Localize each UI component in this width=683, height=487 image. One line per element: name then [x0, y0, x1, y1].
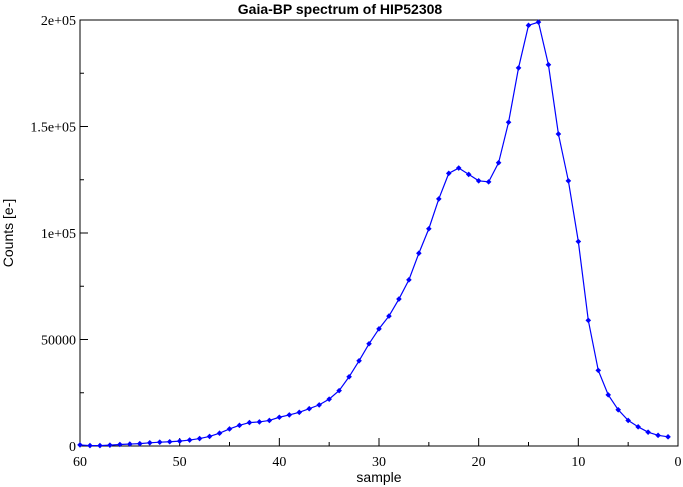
data-point	[77, 442, 83, 448]
data-point	[216, 430, 223, 437]
data-point	[455, 165, 462, 171]
data-point	[296, 409, 303, 416]
data-point	[605, 392, 612, 398]
y-tick-label: 2e+05	[41, 14, 76, 29]
data-point	[137, 440, 143, 447]
data-point	[655, 432, 661, 439]
plot-frame	[79, 19, 679, 447]
data-point	[406, 277, 412, 283]
data-point	[146, 440, 153, 446]
y-tick-label: 1.5e+05	[30, 121, 76, 136]
data-point	[376, 326, 382, 332]
data-point	[326, 396, 332, 402]
data-point	[525, 22, 532, 29]
y-axis-ticks: 0 50000 1e+05 1.5e+05 2e+05	[30, 14, 88, 455]
data-point	[386, 313, 392, 319]
series-markers	[77, 19, 671, 449]
x-tick-label: 30	[372, 455, 386, 470]
data-point	[356, 358, 362, 364]
data-point	[585, 317, 592, 324]
y-tick-label: 50000	[41, 334, 76, 349]
data-point	[595, 367, 602, 374]
data-point	[445, 170, 452, 177]
y-tick-label: 1e+05	[41, 227, 76, 242]
data-point	[565, 178, 572, 184]
data-point	[286, 412, 293, 418]
x-tick-label: 40	[272, 455, 286, 470]
data-point	[176, 438, 183, 444]
data-point	[276, 414, 283, 421]
data-point	[127, 441, 133, 447]
data-point	[485, 179, 492, 185]
data-point	[396, 296, 402, 302]
data-point	[206, 433, 213, 440]
data-point	[226, 426, 233, 432]
data-point	[117, 441, 123, 448]
x-tick-label: 50	[173, 455, 187, 470]
data-point	[186, 437, 193, 443]
data-point	[495, 159, 502, 166]
x-axis-ticks: 60 50 40 30 20 10 0	[73, 438, 682, 470]
data-point	[306, 405, 313, 412]
x-tick-label: 20	[472, 455, 486, 470]
x-tick-label: 60	[73, 455, 87, 470]
data-point	[635, 424, 641, 430]
data-point	[555, 131, 562, 137]
data-point	[665, 434, 671, 440]
data-point	[615, 406, 621, 413]
data-point	[256, 419, 263, 425]
data-point	[87, 442, 93, 449]
data-point	[246, 419, 253, 426]
data-point	[475, 178, 482, 184]
data-point	[575, 238, 582, 245]
series-line	[79, 21, 669, 447]
data-point	[645, 429, 651, 435]
data-point	[366, 340, 372, 347]
data-point	[465, 171, 472, 178]
data-point	[236, 422, 243, 429]
data-point	[156, 439, 163, 445]
data-point	[416, 250, 422, 257]
data-point	[336, 387, 342, 394]
data-point	[545, 61, 552, 68]
data-point	[166, 438, 173, 445]
y-tick-label: 0	[69, 440, 76, 455]
data-point	[436, 196, 442, 202]
data-point	[505, 119, 512, 126]
data-point	[107, 442, 113, 448]
data-point	[97, 442, 103, 449]
data-point	[426, 225, 432, 232]
data-point	[266, 417, 273, 424]
data-point	[346, 373, 352, 380]
data-point	[316, 402, 322, 408]
x-tick-label: 10	[571, 455, 585, 470]
data-point	[515, 65, 522, 71]
data-point	[535, 19, 542, 25]
data-point	[196, 435, 203, 442]
data-point	[625, 417, 631, 424]
y-axis-label: Counts [e-]	[0, 199, 16, 267]
x-tick-label: 0	[675, 455, 682, 470]
x-axis-label: sample	[356, 469, 401, 485]
chart-title: Gaia-BP spectrum of HIP52308	[238, 1, 443, 17]
